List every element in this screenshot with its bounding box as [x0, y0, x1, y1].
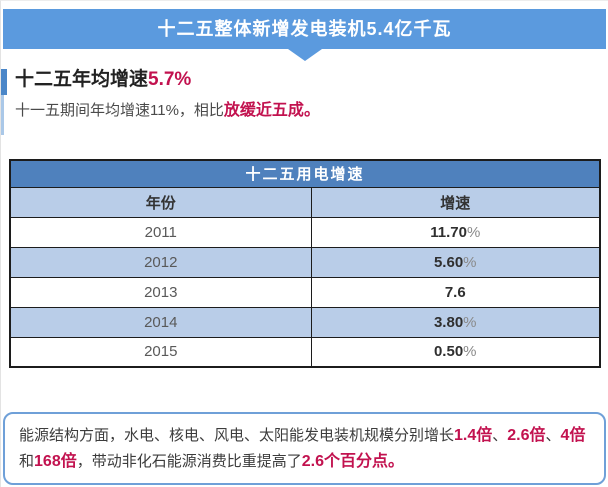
- column-header-year: 年份: [9, 186, 312, 218]
- column-header-rate: 增速: [310, 186, 601, 218]
- rate-value: 3.80: [433, 313, 464, 331]
- year-cell: 2011: [9, 216, 312, 248]
- rate-cell: 11.70%: [310, 216, 601, 248]
- table-row: 2011 11.70%: [9, 216, 601, 248]
- note-segment: 和: [19, 453, 35, 470]
- rate-unit: %: [463, 343, 477, 361]
- rate-unit: %: [463, 253, 477, 271]
- year-cell: 2015: [9, 336, 312, 368]
- electricity-growth-table: 十二五用电增速 年份 增速 2011 11.70% 2012 5.60% 201…: [9, 159, 601, 368]
- table-title-row: 十二五用电增速: [9, 159, 601, 188]
- rate-cell: 5.60%: [310, 246, 601, 278]
- rate-value: 11.70: [430, 223, 467, 241]
- note-highlight: 2.6个百分点: [301, 453, 388, 470]
- intro-body: 十一五期间年均增速11%，相比放缓近五成。: [15, 100, 608, 122]
- intro-section: 十二五年均增速5.7% 十一五期间年均增速11%，相比放缓近五成。: [1, 66, 608, 135]
- rate-cell: 3.80%: [310, 306, 601, 338]
- table-header-row: 年份 增速: [9, 186, 601, 218]
- year-cell: 2014: [9, 306, 312, 338]
- intro-heading-text: 十二五年均增速: [15, 69, 149, 90]
- note-segment: ，带动非化石能源消费比重提高了: [76, 453, 302, 470]
- energy-structure-note: 能源结构方面，水电、核电、风电、太阳能发电装机规模分别增长1.4倍、2.6倍、4…: [3, 412, 606, 485]
- intro-heading-value: 5.7%: [148, 69, 192, 90]
- note-segment: 、: [492, 427, 508, 444]
- banner-arrow-down-icon: [287, 49, 322, 61]
- rate-cell: 7.6: [310, 276, 601, 308]
- intro-body-highlight: 放缓近五成: [223, 102, 304, 119]
- note-highlight: 168倍: [34, 453, 77, 470]
- rate-value: 5.60: [433, 253, 464, 271]
- note-highlight: 1.4倍: [454, 427, 493, 444]
- note-highlight: 2.6倍: [507, 427, 546, 444]
- accent-bar-dark: [1, 69, 7, 95]
- intro-body-text: 十一五期间年均增速11%，相比: [15, 102, 224, 119]
- table-row: 2014 3.80%: [9, 306, 601, 338]
- rate-cell: 0.50%: [310, 336, 601, 368]
- rate-value: 7.6: [444, 283, 466, 301]
- accent-bar-light: [1, 95, 4, 135]
- banner-title: 十二五整体新增发电装机5.4亿千瓦: [3, 9, 606, 49]
- note-segment: 、: [545, 427, 561, 444]
- rate-unit: %: [466, 223, 481, 241]
- rate-unit: %: [463, 313, 477, 331]
- year-cell: 2013: [9, 276, 312, 308]
- year-cell: 2012: [9, 246, 312, 278]
- note-segment: 能源结构方面，水电、核电、风电、太阳能发电装机规模分别增长: [19, 427, 455, 444]
- table-row: 2012 5.60%: [9, 246, 601, 278]
- note-period: 。: [387, 453, 404, 470]
- rate-value: 0.50: [433, 343, 464, 361]
- intro-body-period: 。: [303, 102, 320, 119]
- table-row: 2015 0.50%: [9, 336, 601, 368]
- intro-heading: 十二五年均增速5.7%: [15, 66, 608, 94]
- note-highlight: 4倍: [560, 427, 586, 444]
- table-title: 十二五用电增速: [9, 159, 601, 188]
- table-row: 2013 7.6: [9, 276, 601, 308]
